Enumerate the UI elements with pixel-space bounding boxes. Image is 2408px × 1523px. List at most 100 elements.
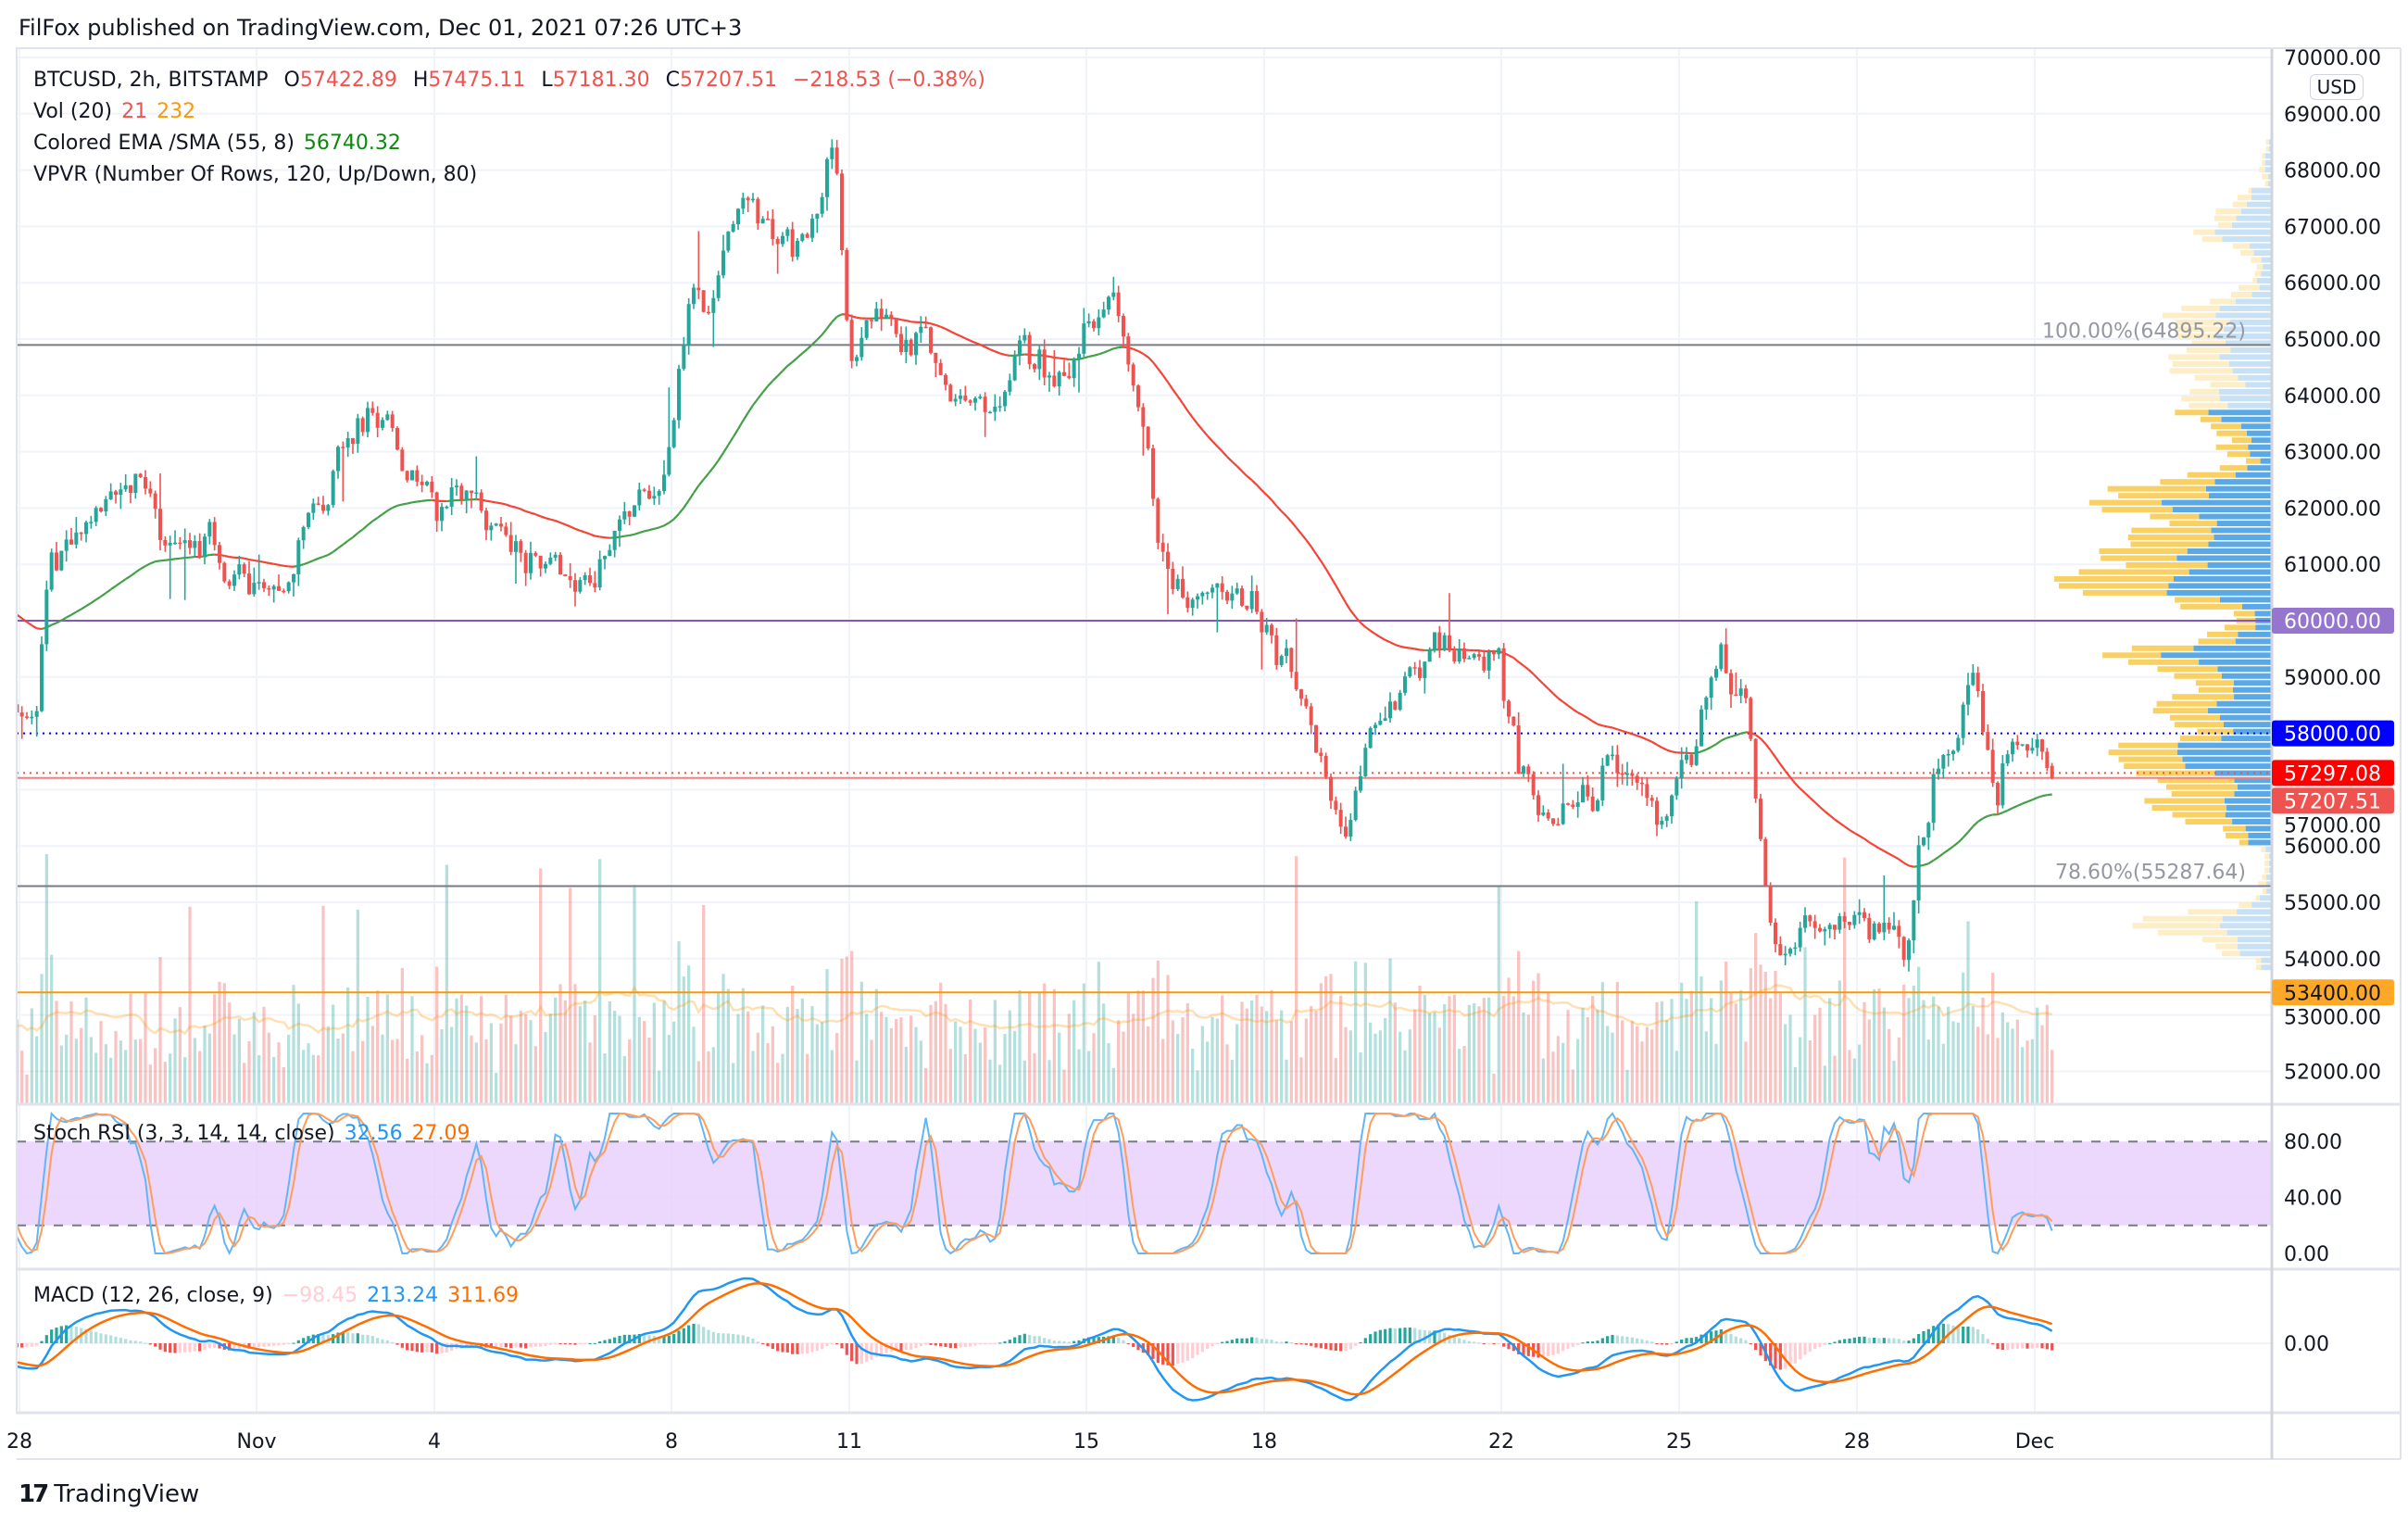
candle [321,504,325,511]
vpvr-down-bar [2217,222,2232,229]
volume-legend[interactable]: Vol (20) 21 232 [33,100,205,123]
vpvr-down-bar [2264,867,2269,874]
volume-bar [222,983,226,1104]
volume-bar [889,1027,893,1104]
macd-histogram-bar [346,1332,350,1343]
vpvr-down-bar [2175,319,2230,325]
ema-segment [1740,731,1747,735]
vpvr-legend[interactable]: VPVR (Number Of Rows, 120, Up/Down, 80) [33,163,486,186]
macd-histogram-bar [1621,1336,1624,1343]
ema-segment [1982,814,1988,820]
macd-histogram-bar [1744,1340,1748,1343]
currency-button[interactable]: USD [2310,74,2364,100]
macd-histogram-bar [50,1329,54,1343]
volume-bar [914,1026,918,1104]
vpvr-down-bar [2088,499,2163,506]
macd-histogram-bar [321,1334,325,1343]
candle [1605,755,1610,766]
volume-bar [465,1005,469,1104]
candle [1348,820,1353,837]
candle [395,427,399,450]
macd-histogram-bar [1348,1343,1352,1350]
volume-bar [109,1057,113,1104]
candle [859,337,864,358]
drawings[interactable]: 100.00%(64895.22)78.60%(55287.64) [17,320,2272,994]
candle [864,320,869,338]
main-legend: BTCUSD, 2h, BITSTAMP O57422.89 H57475.11… [33,69,995,92]
ema-segment [757,391,764,400]
candle [445,506,449,509]
volume-bar [30,1008,33,1104]
vpvr-up-bar [2162,499,2272,506]
ema-segment [534,513,542,518]
volume-bar [929,1004,933,1104]
macd-histogram-bar [800,1343,804,1354]
price-label-badge[interactable] [2272,979,2394,1006]
macd-histogram-bar [919,1343,922,1346]
price-label-badge[interactable] [2272,720,2394,747]
candle [894,318,898,334]
ema-segment [1537,678,1545,685]
volume-bar [1710,998,1713,1104]
candle [1768,886,1773,923]
candle [489,525,494,531]
symbol-label[interactable]: BTCUSD, 2h, BITSTAMP [33,69,269,92]
vpvr-down-bar [2265,139,2269,145]
candle [1299,689,1303,699]
macd-histogram-bar [914,1343,918,1348]
price-label-badge[interactable] [2272,608,2394,634]
macd-legend[interactable]: MACD (12, 26, close, 9) −98.45 213.24 311.6… [33,1284,528,1307]
volume-bar [721,974,725,1104]
price-label-badge[interactable] [2272,787,2394,814]
volume-bar [815,1024,819,1104]
stoch-legend[interactable]: Stoch RSI (3, 3, 14, 14, close) 32.56 27.0… [33,1122,480,1145]
ema-segment [1385,638,1391,644]
candle [1082,323,1086,354]
candle [108,491,113,500]
ema-segment [831,316,838,323]
macd-histogram-bar [119,1338,122,1343]
price-tick-label: 56000.00 [2284,836,2381,859]
macd-histogram-bar [489,1343,493,1348]
stoch-rsi-pane [17,1111,2272,1256]
candle [158,509,162,540]
ema-segment [1161,374,1169,384]
ema-segment [1888,852,1895,858]
high-value: 57475.11 [428,69,526,92]
volume-bar [311,1054,315,1104]
price-label-badge[interactable] [2272,760,2394,787]
volume-bar [707,1051,710,1104]
candle [1635,775,1639,783]
volume-bar [89,1037,93,1104]
time-tick-label: 4 [428,1430,441,1454]
axes[interactable]: 70000.0069000.0068000.0067000.0066000.00… [6,47,2402,1460]
candle [455,485,458,488]
tradingview-logo[interactable]: 17 TradingView [19,1480,199,1508]
ema-segment [105,588,112,595]
macd-histogram-bar [1976,1328,1980,1343]
macd-histogram-bar [1799,1343,1802,1360]
ema-legend[interactable]: Colored EMA /SMA (55, 8) 56740.32 [33,132,410,155]
volume-bar [1280,1010,1284,1104]
volume-bar [1793,1066,1797,1104]
vpvr-down-bar [2177,333,2217,339]
ema-segment [1320,560,1327,570]
macd-histogram-bar [1107,1336,1110,1343]
macd-histogram-bar [1502,1343,1506,1347]
macd-histogram-bar [588,1342,592,1344]
ema-segment [1286,515,1293,522]
macd-histogram-bar [1615,1335,1619,1343]
ema-line [17,313,2052,868]
candle [2045,751,2050,769]
volume-bar [410,996,414,1104]
candle [647,490,651,499]
volume-bar [1882,1007,1886,1104]
volume-bar [1062,1069,1066,1104]
candle [123,485,128,490]
ema-segment [322,553,329,559]
volume-bar [55,1001,58,1104]
candle [1793,947,1798,950]
candle [1462,648,1466,660]
volume-bar [1097,962,1100,1104]
